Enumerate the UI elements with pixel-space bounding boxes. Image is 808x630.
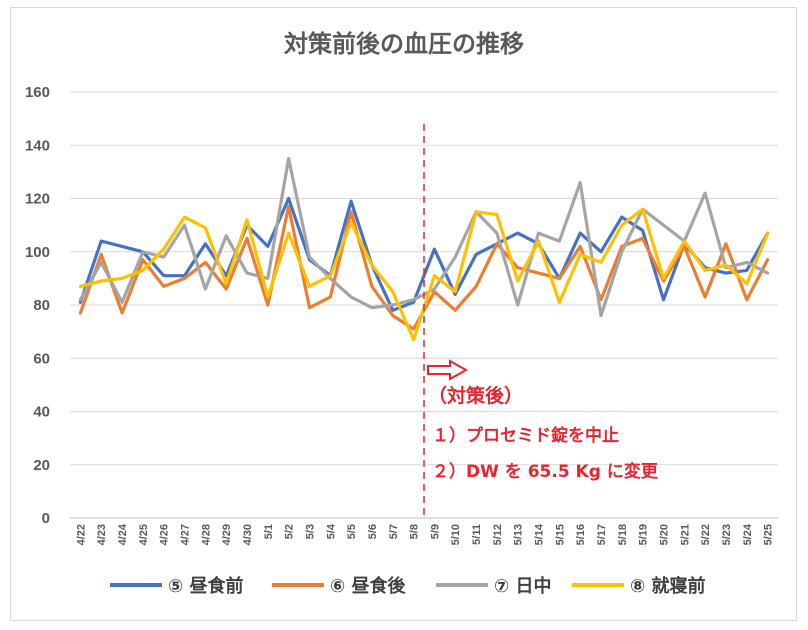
x-tick-label: 5/3 — [304, 524, 316, 539]
x-tick-label: 5/8 — [409, 524, 421, 539]
x-tick-label: 5/20 — [658, 524, 670, 545]
x-tick-label: 5/19 — [638, 524, 650, 545]
x-tick-label: 5/2 — [284, 524, 296, 539]
x-tick-label: 5/17 — [596, 524, 608, 545]
x-tick-label: 5/5 — [346, 524, 358, 539]
x-tick-label: 4/28 — [200, 524, 212, 545]
legend-label: ⑧ 就寝前 — [630, 575, 706, 597]
arrow-right-icon — [427, 359, 469, 381]
y-tick-label: 140 — [25, 137, 50, 154]
legend-label: ⑦ 日中 — [494, 575, 552, 597]
y-tick-label: 0 — [42, 510, 50, 527]
x-tick-label: 5/10 — [450, 524, 462, 545]
y-tick-label: 60 — [33, 350, 50, 367]
x-tick-label: 5/22 — [700, 524, 712, 545]
x-tick-label: 5/12 — [492, 524, 504, 545]
x-tick-label: 4/25 — [138, 524, 150, 545]
x-tick-label: 5/25 — [763, 524, 775, 545]
x-tick-label: 4/24 — [117, 523, 129, 545]
x-tick-label: 4/30 — [242, 524, 254, 545]
x-tick-label: 5/11 — [471, 524, 483, 545]
legend-label: ⑥ 昼食後 — [330, 575, 407, 597]
x-tick-label: 5/21 — [679, 524, 691, 545]
x-tick-label: 5/1 — [263, 524, 275, 539]
x-tick-label: 5/23 — [721, 524, 733, 545]
y-tick-label: 160 — [25, 84, 50, 101]
x-tick-label: 5/7 — [388, 524, 400, 539]
y-tick-label: 80 — [33, 297, 50, 314]
x-tick-label: 4/22 — [75, 524, 87, 545]
x-tick-label: 4/23 — [96, 524, 108, 545]
y-tick-label: 120 — [25, 191, 50, 208]
x-tick-label: 5/6 — [367, 524, 379, 539]
x-tick-label: 5/24 — [742, 523, 754, 545]
x-tick-label: 5/15 — [554, 524, 566, 545]
x-tick-label: 5/9 — [429, 524, 441, 539]
x-tick-label: 5/18 — [617, 524, 629, 545]
x-tick-label: 5/13 — [513, 524, 525, 545]
y-tick-label: 20 — [33, 457, 50, 474]
annotation-line-1: １）プロセミド錠を中止 — [432, 425, 619, 446]
y-tick-label: 100 — [25, 244, 50, 261]
annotation-line-2: ２）DW を 65.5 Kg に変更 — [432, 461, 659, 482]
x-tick-label: 5/16 — [575, 524, 587, 545]
x-tick-label: 4/27 — [180, 524, 192, 545]
x-tick-label: 4/26 — [159, 524, 171, 545]
x-tick-label: 5/14 — [534, 523, 546, 545]
x-tick-label: 5/4 — [325, 523, 337, 539]
y-tick-label: 40 — [33, 404, 50, 421]
x-tick-label: 4/29 — [221, 524, 233, 545]
annotation-heading: （対策後） — [428, 384, 523, 407]
chart-title: 対策前後の血圧の推移 — [284, 30, 524, 58]
legend-label: ⑤ 昼食前 — [168, 575, 244, 597]
